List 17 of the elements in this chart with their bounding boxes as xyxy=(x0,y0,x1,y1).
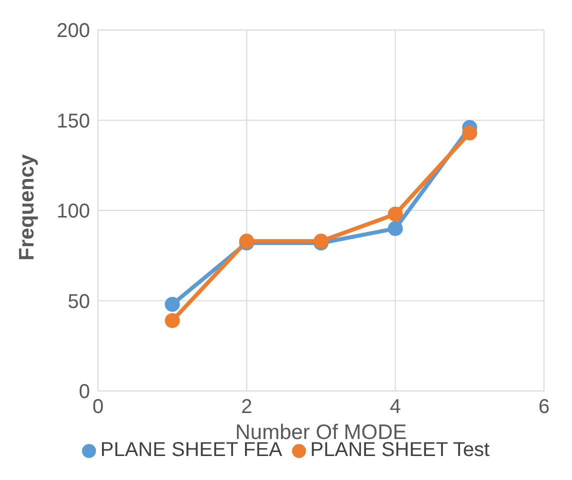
point xyxy=(164,313,180,328)
y-tick-label: 50 xyxy=(68,290,90,313)
legend-label: PLANE SHEET FEA xyxy=(100,439,282,461)
point xyxy=(462,125,478,140)
x-tick-label: 2 xyxy=(241,396,252,418)
y-tick-label: 100 xyxy=(56,200,90,223)
y-tick-label: 0 xyxy=(78,381,90,404)
point xyxy=(388,221,403,236)
x-tick-label: 6 xyxy=(538,396,550,418)
x-tick-label: 0 xyxy=(92,396,104,418)
x-tick-label: 4 xyxy=(390,396,401,418)
point xyxy=(388,206,403,222)
point xyxy=(164,296,180,312)
legend-label: PLANE SHEET Test xyxy=(310,439,490,461)
y-axis-title: Frequency xyxy=(15,154,38,260)
y-tick-label: 150 xyxy=(56,110,90,132)
y-tick-label: 200 xyxy=(56,20,90,42)
